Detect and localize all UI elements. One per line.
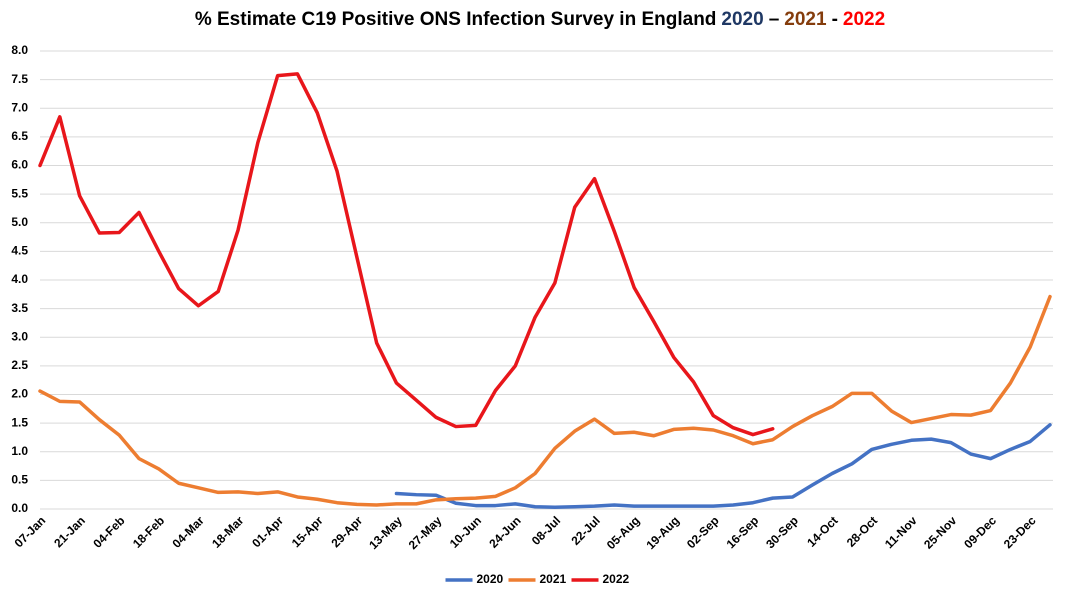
y-tick-label: 2.0	[11, 387, 28, 401]
x-tick-label: 05-Aug	[604, 513, 643, 552]
title-part: –	[769, 9, 780, 30]
title-part: 2021	[784, 9, 827, 30]
y-tick-label: 7.0	[11, 100, 28, 114]
y-tick-label: 3.0	[11, 329, 28, 343]
y-tick-label: 5.0	[11, 215, 28, 229]
x-tick-label: 24-Jun	[486, 513, 523, 550]
x-tick-label: 07-Jan	[12, 513, 49, 550]
x-tick-label: 13-May	[366, 513, 405, 552]
series-line	[394, 423, 1052, 510]
series-line	[38, 72, 775, 437]
y-tick-label: 1.5	[11, 415, 28, 429]
y-tick-label: 2.5	[11, 358, 28, 372]
x-tick-label: 16-Sep	[724, 513, 762, 551]
title-part: 2020	[721, 9, 763, 30]
x-tick-label: 22-Jul	[568, 513, 602, 547]
y-tick-label: 7.5	[11, 72, 28, 86]
title-part: 2022	[843, 9, 885, 30]
x-tick-label: 25-Nov	[921, 513, 959, 551]
series-line	[38, 294, 1052, 507]
x-tick-label: 04-Feb	[90, 513, 127, 550]
y-tick-label: 0.0	[11, 501, 28, 515]
x-tick-label: 21-Jan	[51, 513, 88, 550]
x-tick-label: 01-Apr	[249, 513, 286, 550]
chart-title: % Estimate C19 Positive ONS Infection Su…	[195, 9, 885, 30]
x-tick-label: 18-Mar	[209, 513, 246, 550]
legend-label: 2020	[477, 572, 504, 586]
title-part: % Estimate C19 Positive ONS Infection Su…	[195, 9, 717, 30]
legend-label: 2021	[540, 572, 567, 586]
y-tick-label: 6.0	[11, 158, 28, 172]
x-tick-label: 19-Aug	[643, 513, 682, 552]
x-tick-label: 14-Oct	[804, 513, 840, 549]
x-tick-label: 28-Oct	[844, 513, 880, 549]
y-tick-label: 4.5	[11, 244, 28, 258]
x-tick-label: 15-Apr	[289, 513, 326, 550]
y-tick-label: 1.0	[11, 444, 28, 458]
x-tick-label: 09-Dec	[961, 513, 999, 551]
y-tick-label: 8.0	[11, 43, 28, 57]
y-tick-label: 0.5	[11, 473, 28, 487]
x-tick-label: 10-Jun	[447, 513, 484, 550]
y-tick-label: 6.5	[11, 129, 28, 143]
title-part: -	[832, 9, 838, 30]
x-tick-label: 27-May	[406, 513, 445, 552]
x-tick-label: 02-Sep	[684, 513, 722, 551]
legend-label: 2022	[603, 572, 630, 586]
x-tick-label: 29-Apr	[328, 513, 365, 550]
y-tick-label: 5.5	[11, 186, 28, 200]
x-tick-label: 08-Jul	[529, 513, 563, 547]
x-tick-label: 18-Feb	[130, 513, 167, 550]
x-tick-label: 30-Sep	[763, 513, 801, 551]
y-tick-label: 4.0	[11, 272, 28, 286]
x-tick-label: 23-Dec	[1001, 513, 1039, 551]
y-tick-label: 3.5	[11, 301, 28, 315]
x-tick-label: 11-Nov	[882, 513, 920, 551]
x-tick-label: 04-Mar	[170, 513, 207, 550]
